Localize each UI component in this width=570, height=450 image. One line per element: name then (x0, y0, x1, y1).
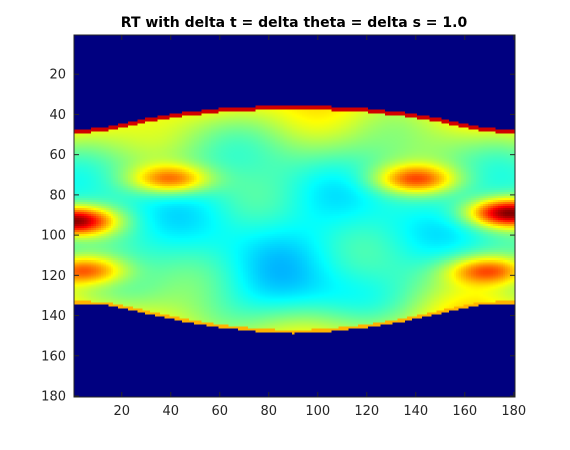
chart-title: RT with delta t = delta theta = delta s … (121, 15, 468, 31)
x-tick-label: 80 (261, 404, 278, 419)
x-tick-label: 40 (163, 404, 180, 419)
y-tick-label: 80 (49, 188, 66, 203)
y-tick-label: 20 (49, 68, 66, 83)
y-axis: 20 40 60 80 100 120 140 160 180 (41, 68, 515, 404)
y-tick-label: 180 (41, 389, 66, 404)
x-tick-label: 160 (452, 404, 477, 419)
heatmap-image (74, 35, 515, 397)
x-tick-label: 60 (212, 404, 229, 419)
x-axis: 20 40 60 80 100 120 140 160 180 (114, 35, 526, 419)
y-tick-label: 100 (41, 229, 66, 244)
x-tick-label: 120 (354, 404, 379, 419)
plot-area (74, 35, 515, 397)
x-tick-label: 100 (305, 404, 330, 419)
y-tick-label: 60 (49, 148, 66, 163)
y-tick-label: 160 (41, 349, 66, 364)
x-tick-label: 20 (114, 404, 131, 419)
y-tick-label: 40 (49, 108, 66, 123)
y-tick-label: 140 (41, 309, 66, 324)
x-tick-label: 180 (501, 404, 526, 419)
y-tick-label: 120 (41, 269, 66, 284)
axes-frame (73, 34, 516, 398)
x-tick-label: 140 (403, 404, 428, 419)
